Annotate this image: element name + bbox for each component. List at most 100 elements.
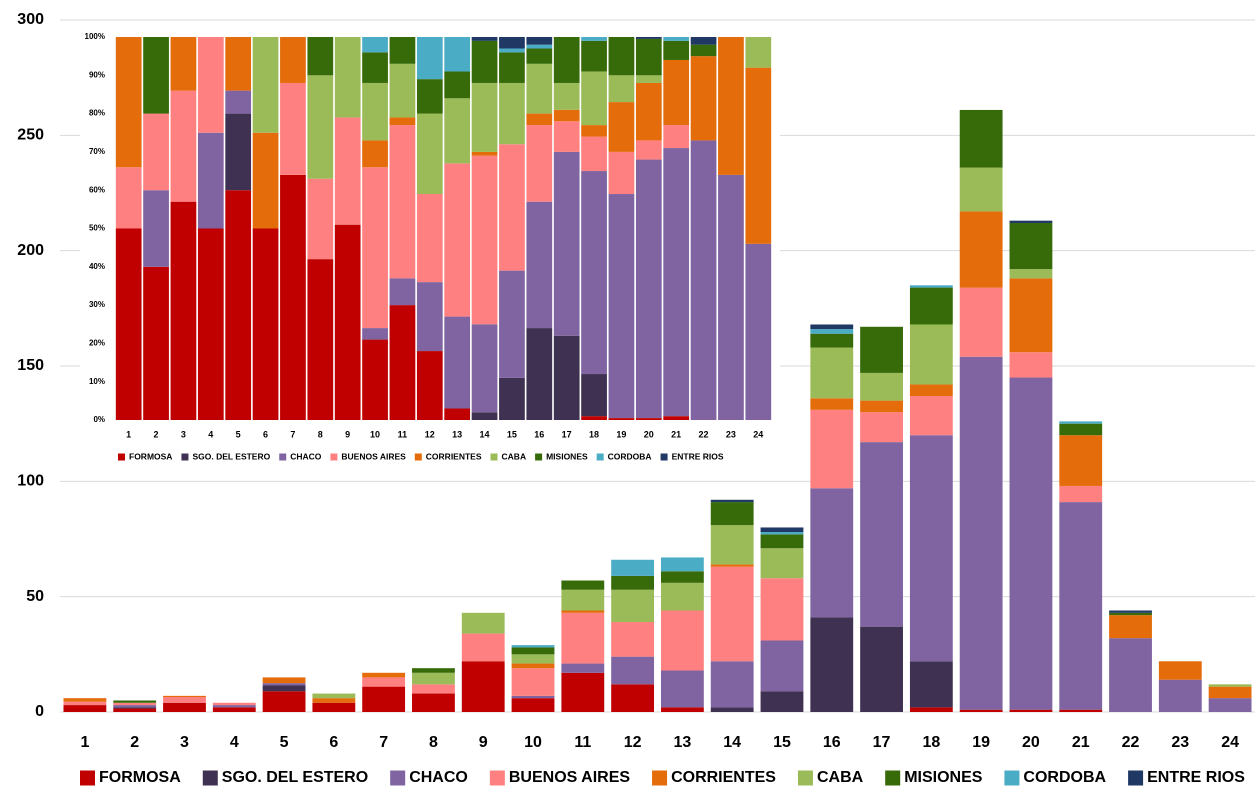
bar-segment bbox=[212, 707, 256, 712]
bar-segment bbox=[909, 395, 953, 436]
bar-segment bbox=[499, 144, 525, 271]
bar-segment bbox=[810, 409, 854, 489]
bar-segment bbox=[660, 670, 704, 708]
bar-segment bbox=[262, 691, 306, 712]
bar-segment bbox=[312, 702, 356, 712]
bar-segment bbox=[663, 125, 690, 149]
x-tick-label: 1 bbox=[126, 429, 131, 439]
bar-segment bbox=[197, 228, 224, 420]
bar-segment bbox=[635, 159, 662, 419]
bar-segment bbox=[760, 534, 804, 549]
bar-segment bbox=[660, 707, 704, 712]
x-tick-label: 11 bbox=[574, 734, 591, 751]
bar-segment bbox=[660, 610, 704, 671]
bar-segment bbox=[663, 416, 690, 420]
bar-segment bbox=[115, 167, 142, 229]
bar-segment bbox=[909, 707, 953, 712]
bar-segment bbox=[212, 705, 256, 708]
bar-segment bbox=[499, 270, 525, 378]
x-tick-label: 5 bbox=[280, 734, 289, 751]
bar-segment bbox=[959, 211, 1003, 288]
bar-segment bbox=[690, 56, 717, 141]
x-tick-label: 23 bbox=[1171, 734, 1189, 751]
bar-segment bbox=[611, 622, 655, 657]
bar-segment bbox=[389, 37, 416, 64]
bar-segment bbox=[526, 328, 553, 420]
bar-segment bbox=[225, 37, 252, 91]
bar-segment bbox=[412, 693, 455, 712]
bar-segment bbox=[471, 155, 498, 325]
bar-segment bbox=[334, 37, 361, 118]
bar-segment bbox=[710, 566, 754, 662]
bar-segment bbox=[553, 109, 580, 122]
bar-segment bbox=[909, 287, 953, 325]
bar-segment bbox=[810, 329, 854, 334]
bar-segment bbox=[581, 71, 607, 126]
bar-segment bbox=[608, 194, 635, 419]
bar-segment bbox=[611, 684, 655, 712]
bar-segment bbox=[663, 148, 690, 417]
bar-segment bbox=[113, 700, 157, 703]
bar-segment bbox=[115, 228, 142, 420]
x-tick-label: 19 bbox=[616, 429, 626, 439]
bar-segment bbox=[1158, 679, 1202, 712]
x-tick-label: 7 bbox=[290, 429, 295, 439]
bar-segment bbox=[959, 167, 1003, 212]
bar-segment bbox=[416, 282, 443, 352]
bar-segment bbox=[444, 71, 471, 99]
bar-segment bbox=[608, 75, 635, 103]
x-tick-label: 1 bbox=[80, 734, 89, 751]
bar-segment bbox=[561, 663, 605, 673]
x-tick-label: 16 bbox=[823, 734, 841, 751]
bar-segment bbox=[362, 82, 388, 141]
x-tick-label: 11 bbox=[398, 429, 408, 439]
bar-segment bbox=[170, 90, 197, 202]
x-tick-label: 2 bbox=[154, 429, 159, 439]
bar-segment bbox=[511, 645, 555, 648]
legend-label: CORDOBA bbox=[1023, 769, 1106, 786]
bar-segment bbox=[553, 151, 580, 336]
bar-segment bbox=[499, 377, 525, 420]
bar-segment bbox=[143, 266, 169, 420]
x-tick-label: 19 bbox=[972, 734, 990, 751]
x-tick-label: 12 bbox=[425, 429, 435, 439]
bar-segment bbox=[1059, 709, 1103, 712]
x-tick-label: 8 bbox=[318, 429, 323, 439]
bar-segment bbox=[581, 40, 607, 72]
bar-segment bbox=[561, 610, 605, 613]
bar-segment bbox=[959, 709, 1003, 712]
bar-segment bbox=[197, 37, 224, 133]
bar-segment bbox=[416, 79, 443, 114]
bar-segment bbox=[471, 412, 498, 420]
x-tick-label: 10 bbox=[370, 429, 380, 439]
bar-segment bbox=[1208, 686, 1252, 699]
legend-swatch bbox=[652, 770, 668, 786]
bar-segment bbox=[810, 488, 854, 618]
bar-segment bbox=[581, 125, 607, 137]
bar-segment bbox=[561, 580, 605, 590]
bar-segment bbox=[115, 37, 142, 168]
bar-segment bbox=[362, 677, 406, 687]
bar-segment bbox=[581, 136, 607, 172]
bar-segment bbox=[909, 324, 953, 385]
bar-segment bbox=[362, 167, 388, 329]
bar-segment bbox=[909, 435, 953, 662]
bar-segment bbox=[635, 418, 662, 420]
y-tick-label: 50 bbox=[26, 588, 44, 605]
bar-segment bbox=[608, 151, 635, 195]
legend-label: MISIONES bbox=[904, 769, 983, 786]
legend-label: SGO. DEL ESTERO bbox=[192, 451, 270, 461]
x-tick-label: 14 bbox=[723, 734, 741, 751]
x-tick-label: 20 bbox=[644, 429, 654, 439]
legend-swatch bbox=[414, 453, 422, 461]
bar-segment bbox=[860, 372, 903, 401]
bar-segment bbox=[1059, 485, 1103, 503]
bar-segment bbox=[143, 113, 169, 191]
bar-segment bbox=[63, 701, 107, 706]
bar-segment bbox=[526, 44, 553, 49]
bar-segment bbox=[1059, 502, 1103, 710]
legend-label: CORRIENTES bbox=[426, 451, 482, 461]
bar-segment bbox=[461, 633, 505, 662]
x-tick-label: 24 bbox=[753, 429, 763, 439]
bar-segment bbox=[225, 113, 252, 191]
